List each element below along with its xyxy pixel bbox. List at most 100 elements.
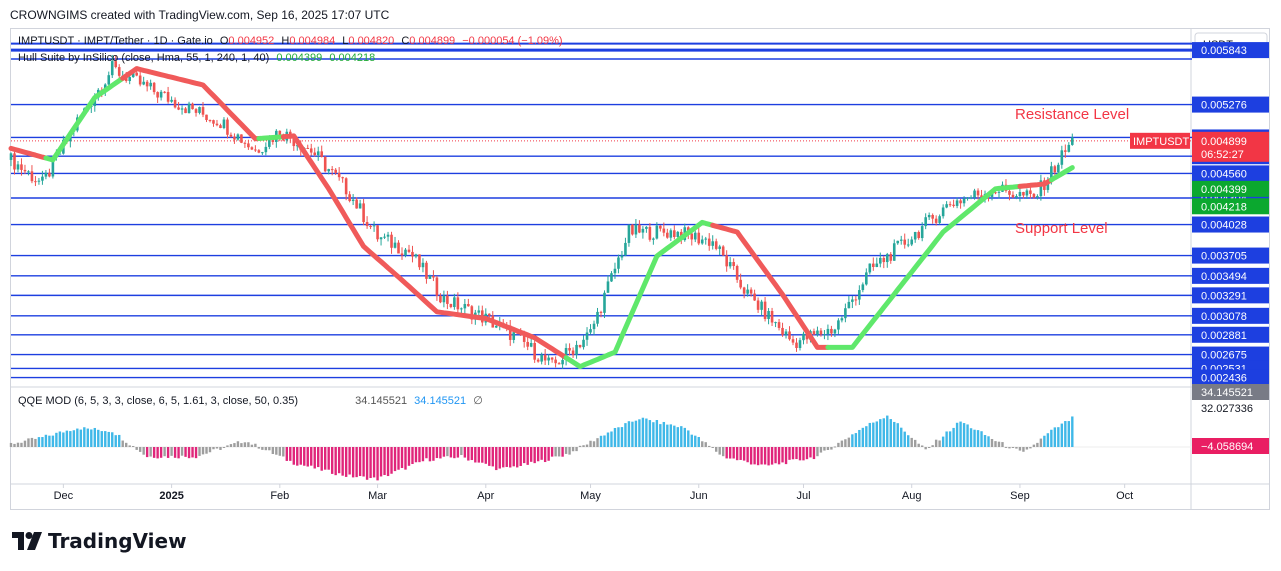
qqe-bar bbox=[1057, 427, 1060, 447]
qqe-bar bbox=[959, 421, 962, 447]
candle-body bbox=[903, 239, 907, 245]
symbol-tag bbox=[1130, 132, 1190, 149]
candle-body bbox=[292, 138, 296, 147]
qqe-bar bbox=[927, 447, 931, 448]
level-tag-label: 0.003705 bbox=[1201, 251, 1247, 263]
qqe-bar bbox=[945, 431, 948, 447]
qqe-bar bbox=[236, 441, 240, 447]
candle-body bbox=[564, 347, 568, 361]
support-annotation: Support Level bbox=[1015, 220, 1108, 237]
qqe-bar bbox=[725, 447, 728, 459]
qqe-bar bbox=[121, 440, 124, 447]
candle-body bbox=[456, 297, 460, 310]
candle-body bbox=[676, 231, 680, 238]
qqe-bar bbox=[58, 431, 62, 447]
qqe-bar bbox=[470, 447, 474, 461]
qqe-bar bbox=[481, 447, 484, 463]
qqe-bar bbox=[502, 447, 505, 468]
candle-body bbox=[397, 242, 400, 254]
qqe-legend[interactable]: QQE MOD (6, 5, 3, 3, close, 6, 5, 1.61, … bbox=[18, 394, 487, 407]
candle-body bbox=[885, 254, 889, 263]
qqe-bar bbox=[400, 447, 404, 468]
candle-body bbox=[184, 108, 187, 114]
candle-body bbox=[1022, 191, 1025, 196]
qqe-bar bbox=[208, 447, 212, 453]
qqe-bar bbox=[917, 443, 920, 447]
hull-segment-down bbox=[710, 222, 831, 350]
qqe-tag-1-label: 34.145521 bbox=[1201, 387, 1253, 399]
qqe-bar bbox=[341, 447, 344, 476]
candle-body bbox=[393, 242, 397, 248]
qqe-bar bbox=[847, 437, 851, 447]
candle-body bbox=[844, 308, 847, 319]
candle-body bbox=[837, 320, 840, 330]
candle-body bbox=[872, 263, 875, 267]
qqe-bar bbox=[701, 441, 704, 447]
candle-body bbox=[557, 363, 561, 365]
candle-body bbox=[58, 153, 62, 155]
qqe-bar bbox=[425, 447, 428, 459]
candle-body bbox=[254, 149, 257, 151]
qqe-bar bbox=[351, 447, 355, 478]
qqe-bar bbox=[627, 421, 631, 447]
qqe-bar bbox=[166, 447, 170, 458]
qqe-bar bbox=[495, 447, 498, 471]
qqe-bar bbox=[411, 447, 414, 465]
qqe-bar bbox=[809, 447, 812, 458]
candle-body bbox=[645, 226, 648, 229]
qqe-bar bbox=[840, 440, 844, 447]
candle-body bbox=[261, 152, 264, 154]
qqe-bar bbox=[613, 427, 617, 447]
indicator-value-1: 0.004399 bbox=[276, 52, 323, 64]
candle-body bbox=[589, 329, 592, 333]
high-value: 0.004984 bbox=[289, 35, 336, 47]
qqe-bar bbox=[229, 444, 233, 447]
price-tag-value: 0.004899 bbox=[1201, 136, 1247, 148]
candle-body bbox=[861, 284, 865, 291]
qqe-bar bbox=[781, 447, 784, 463]
qqe-bar bbox=[226, 445, 229, 447]
qqe-bar bbox=[37, 437, 41, 447]
qqe-bar bbox=[271, 447, 275, 455]
qqe-value-1: 34.145521 bbox=[355, 395, 408, 407]
candle-body bbox=[959, 200, 962, 204]
candle-body bbox=[756, 300, 760, 310]
symbol-legend[interactable]: IMPTUSDT · IMPT/Tether · 1D · Gate.io O0… bbox=[18, 35, 567, 47]
candle-body bbox=[652, 238, 655, 240]
qqe-bar bbox=[372, 447, 376, 478]
tradingview-logo[interactable]: TradingView bbox=[12, 529, 187, 553]
qqe-bar bbox=[86, 428, 90, 447]
candle-body bbox=[533, 342, 536, 360]
candle-body bbox=[512, 332, 516, 340]
qqe-bar bbox=[638, 419, 641, 447]
candle-body bbox=[728, 262, 732, 267]
time-label: Jul bbox=[796, 490, 810, 502]
candle-body bbox=[313, 152, 317, 156]
qqe-bar bbox=[467, 447, 470, 461]
candle-body bbox=[362, 203, 365, 223]
candle-body bbox=[666, 232, 669, 238]
qqe-bar bbox=[428, 447, 432, 462]
candle-body bbox=[177, 107, 180, 110]
candle-body bbox=[934, 218, 938, 223]
candle-body bbox=[962, 198, 966, 204]
candle-body bbox=[166, 91, 170, 102]
candle-body bbox=[833, 329, 837, 334]
candle-body bbox=[543, 354, 547, 361]
candle-body bbox=[868, 263, 872, 273]
candle-body bbox=[341, 177, 344, 179]
qqe-bar bbox=[159, 447, 163, 458]
level-tag-label: 0.004560 bbox=[1201, 168, 1247, 180]
qqe-histogram bbox=[9, 415, 1192, 481]
candle-body bbox=[264, 146, 268, 153]
qqe-bar bbox=[742, 447, 746, 461]
candle-body bbox=[421, 262, 425, 268]
qqe-bar bbox=[914, 439, 917, 447]
qqe-bar bbox=[879, 419, 882, 447]
candle-body bbox=[191, 103, 194, 110]
indicator-legend[interactable]: Hull Suite by InSilico (close, Hma, 55, … bbox=[18, 52, 379, 64]
candle-body bbox=[732, 262, 735, 267]
qqe-bar bbox=[432, 447, 435, 461]
qqe-bar bbox=[1008, 447, 1011, 449]
